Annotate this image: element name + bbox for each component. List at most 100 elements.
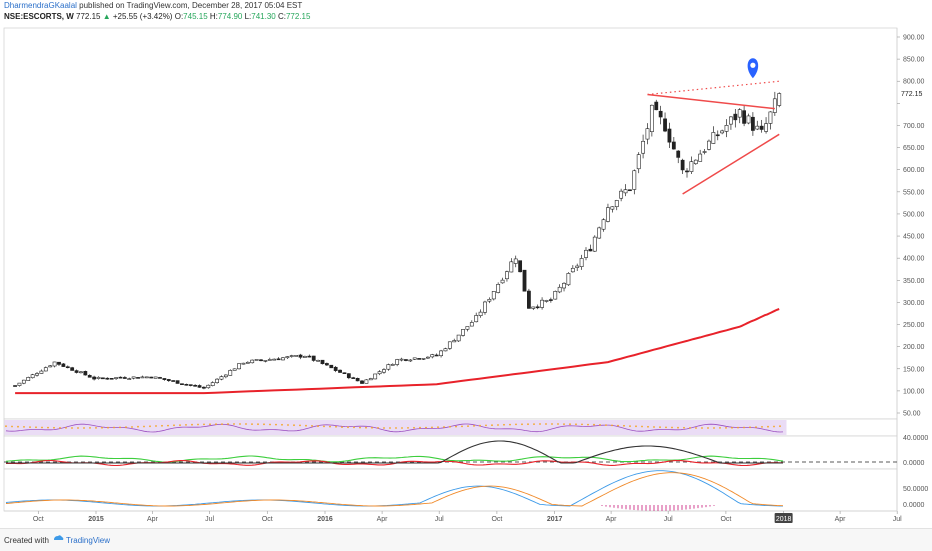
candle-up: [206, 384, 211, 389]
candle-down: [171, 380, 176, 382]
candle-down: [175, 380, 180, 384]
candle-up: [131, 376, 136, 379]
rsi-dot: [665, 426, 667, 429]
candle-up: [17, 382, 22, 386]
rsi-dot: [713, 427, 715, 429]
candle-up: [430, 354, 435, 358]
price-tick-label: 150.00: [903, 366, 925, 373]
tradingview-brand[interactable]: TradingView: [66, 536, 111, 545]
high-value: 774.90: [217, 12, 243, 21]
rsi-dot: [407, 427, 409, 429]
price-axis[interactable]: 900.00 850.00 800.00 700.00 650.00 600.00 550.…: [897, 35, 925, 418]
rsi-dot: [461, 425, 463, 428]
dmi-panel[interactable]: [3, 435, 898, 470]
candle-down: [654, 101, 659, 111]
adx-line: [6, 440, 783, 464]
price-tick-label: 700.00: [903, 123, 925, 130]
rsi-dot: [251, 423, 253, 425]
candle-up: [96, 376, 101, 379]
low-value: 741.30: [251, 12, 276, 21]
candle-down: [259, 359, 263, 362]
published-text: published on TradingView.com, December 2…: [76, 1, 303, 10]
rsi-dot: [647, 425, 649, 428]
candle-up: [553, 291, 558, 300]
candle-up: [566, 273, 571, 286]
candle-down: [298, 354, 303, 358]
symbol[interactable]: NSE:ESCORTS, W: [4, 12, 74, 21]
rsi-dot: [509, 423, 511, 426]
rsi-dot: [275, 423, 277, 426]
candle-up: [562, 282, 566, 289]
candle-down: [360, 380, 364, 384]
candle-down: [715, 134, 720, 137]
rsi-dot: [311, 425, 313, 427]
price-tick-label: 250.00: [903, 322, 925, 329]
rsi-dot: [107, 426, 109, 429]
candle-down: [61, 363, 66, 367]
rsi-dot: [47, 426, 49, 429]
time-tick-label: Apr: [835, 516, 847, 523]
triangle-up-icon: ▲: [102, 12, 111, 21]
candle-up: [702, 151, 707, 153]
rsi-dot: [353, 426, 355, 429]
price-panel[interactable]: [3, 27, 898, 420]
time-tick-label: Apr: [147, 516, 159, 523]
candle-up: [724, 125, 729, 132]
rsi-dot: [725, 427, 727, 429]
candle-up: [597, 227, 602, 239]
rsi-dot: [779, 425, 781, 428]
candle-down: [109, 378, 114, 380]
price-tick-label: 800.00: [903, 79, 925, 86]
candle-up: [698, 153, 703, 162]
candle-up: [399, 358, 404, 361]
candle-up: [364, 379, 369, 384]
rsi-dot: [143, 425, 145, 428]
candle-up: [447, 341, 452, 349]
rsi-dot: [167, 424, 169, 427]
rsi-dot: [41, 426, 43, 429]
author-link[interactable]: DharmendraGKaalal: [4, 1, 77, 10]
rsi-dot: [641, 425, 643, 428]
candle-up: [421, 358, 426, 360]
rsi-dot: [173, 424, 175, 427]
rsi-dot: [491, 424, 493, 427]
candle-up: [768, 111, 773, 124]
rsi-dot: [593, 423, 595, 426]
candle-up: [241, 362, 246, 365]
candle-up: [26, 377, 31, 381]
candle-down: [65, 366, 70, 369]
candle-up: [377, 371, 382, 375]
rsi-dot: [743, 426, 745, 429]
rsi-dot: [689, 427, 691, 429]
candle-up: [575, 265, 580, 268]
rsi-dot: [755, 426, 757, 428]
candle-down: [180, 383, 184, 385]
publish-line: DharmendraGKaalal published on TradingVi…: [4, 1, 302, 10]
rsi-dot: [695, 427, 697, 429]
candle-up: [232, 368, 237, 371]
candle-down: [434, 354, 439, 357]
rsi-dot: [671, 426, 673, 429]
candle-down: [518, 260, 523, 273]
rsi-dot: [83, 427, 85, 429]
rsi-dot: [527, 423, 529, 426]
candle-up: [469, 322, 474, 327]
candle-up: [395, 359, 400, 365]
time-axis[interactable]: Oct 2015 Apr Jul Oct 2016 Apr Jul Oct 2017 Apr Jul O…: [33, 511, 902, 523]
candle-down: [149, 376, 154, 379]
candle-up: [43, 367, 48, 372]
rsi-dot: [365, 426, 367, 429]
candle-down: [548, 299, 553, 301]
candle-down: [136, 377, 140, 379]
candle-down: [74, 370, 79, 373]
candle-up: [636, 154, 641, 170]
candle-down: [307, 355, 312, 358]
candle-up: [21, 379, 26, 384]
rsi-dot: [683, 426, 685, 429]
time-tick-label: Oct: [262, 516, 273, 523]
candle-up: [645, 128, 650, 140]
close-label: C:: [277, 12, 286, 21]
candle-down: [320, 359, 325, 365]
tradingview-logo-icon[interactable]: [52, 533, 64, 545]
